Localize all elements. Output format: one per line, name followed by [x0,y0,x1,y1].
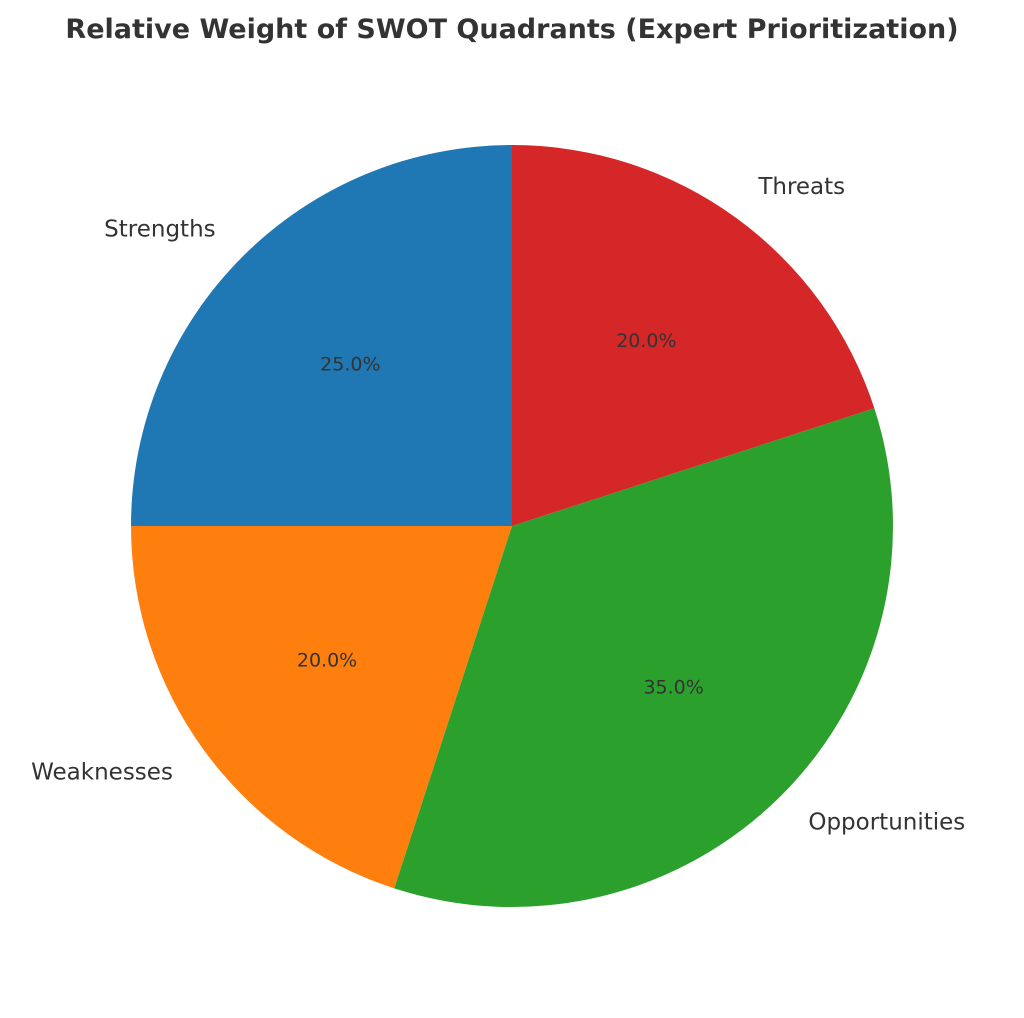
pie-slice-strengths [131,145,512,526]
pie-slice-weaknesses [131,526,512,889]
percent-label-weaknesses: 20.0% [297,649,357,671]
percent-label-opportunities: 35.0% [643,677,703,699]
percent-label-strengths: 25.0% [320,353,380,375]
pie-slice-threats [512,145,875,526]
slice-label-strengths: Strengths [104,217,215,243]
pie-labels: Strengths 25.0% Weaknesses 20.0% Opportuniti… [31,174,965,835]
slice-label-weaknesses: Weaknesses [31,759,173,785]
pie-slice-opportunities [394,408,893,907]
slice-label-opportunities: Opportunities [808,809,965,835]
percent-label-threats: 20.0% [616,330,676,352]
slice-label-threats: Threats [757,174,845,200]
pie-slices [131,145,893,907]
chart-title: Relative Weight of SWOT Quadrants (Exper… [65,14,958,45]
